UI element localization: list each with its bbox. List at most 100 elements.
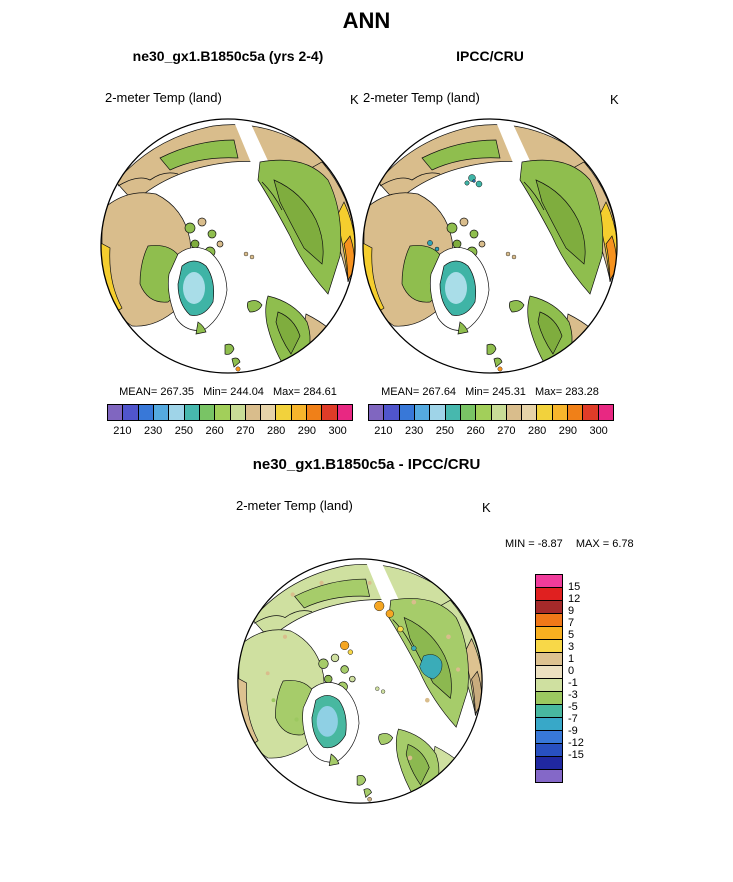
colorbar-cell — [536, 627, 562, 640]
colorbar-tick: 270 — [497, 425, 516, 437]
colorbar-cell — [536, 744, 562, 757]
colorbar-label: -3 — [568, 689, 578, 701]
min-value: 244.04 — [230, 386, 264, 398]
colorbar-cell — [568, 405, 584, 420]
obs-units-label: K — [610, 92, 619, 107]
colorbar-label: -5 — [568, 701, 578, 713]
colorbar-cell — [215, 405, 231, 420]
colorbar-cell — [536, 679, 562, 692]
mean-value: 267.64 — [422, 386, 457, 398]
colorbar-tick: 270 — [236, 425, 255, 437]
mean-label: MEAN= — [119, 386, 158, 398]
colorbar-cell — [506, 405, 523, 420]
colorbar-cell — [169, 405, 185, 420]
diff-panel-title: ne30_gx1.B1850c5a - IPCC/CRU — [252, 456, 481, 473]
colorbar-cell — [414, 405, 431, 420]
colorbar-cell — [199, 405, 216, 420]
colorbar-cell — [536, 731, 562, 744]
colorbar-cell — [123, 405, 139, 420]
colorbar-label: -7 — [568, 713, 578, 725]
colorbar-label: -9 — [568, 725, 578, 737]
colorbar-label: -12 — [568, 737, 584, 749]
max-value: 283.28 — [565, 386, 599, 398]
colorbar-tick: 230 — [404, 425, 424, 437]
colorbar-cell — [536, 666, 562, 679]
colorbar-strip — [535, 574, 563, 783]
diff-max-label: MAX = — [575, 538, 610, 550]
colorbar-cell — [598, 405, 613, 420]
colorbar-cell — [476, 405, 492, 420]
colorbar-cell — [522, 405, 538, 420]
colorbar-label: -15 — [568, 749, 584, 761]
diff-max-value: 6.78 — [612, 538, 634, 550]
colorbar-cell — [445, 405, 461, 420]
colorbar-cell — [384, 405, 400, 420]
diff-colorbar: 15 12 9 7 5 3 1 0 -1 -3 -5 -7 -9 -12 -15 — [535, 574, 615, 783]
max-label: Max= — [272, 386, 301, 398]
colorbar-cell — [108, 405, 124, 420]
colorbar-ticks: 210 230 250 260 270 280 290 300 — [107, 425, 353, 438]
colorbar-cell — [230, 405, 246, 420]
colorbar-tick: 300 — [589, 425, 608, 437]
colorbar-cell — [369, 405, 385, 420]
colorbar-label: 12 — [568, 593, 581, 605]
colorbar-cell — [536, 692, 562, 705]
colorbar-ticks: 210 230 250 260 270 280 290 300 — [368, 425, 614, 438]
colorbar-cell — [552, 405, 569, 420]
colorbar-tick: 290 — [558, 425, 578, 437]
colorbar-cell — [536, 718, 562, 731]
diff-min-label: MIN = — [505, 538, 535, 550]
model-stats: MEAN= 267.35 Min= 244.04 Max= 284.61 — [68, 386, 388, 398]
colorbar-cell — [291, 405, 308, 420]
colorbar-label: 9 — [568, 605, 575, 617]
colorbar-tick: 260 — [466, 425, 485, 437]
colorbar-tick: 260 — [205, 425, 224, 437]
colorbar-tick: 290 — [297, 425, 317, 437]
diff-minmax: MIN = -8.87 MAX = 6.78 — [505, 538, 634, 550]
diff-min-value: -8.87 — [537, 538, 563, 550]
colorbar-tick: 230 — [143, 425, 163, 437]
colorbar-cell — [536, 770, 562, 782]
colorbar-label: -1 — [568, 677, 578, 689]
colorbar-cell — [536, 653, 562, 666]
obs-variable-label: 2-meter Temp (land) — [363, 90, 480, 105]
colorbar-cell — [399, 405, 415, 420]
colorbar-cell — [322, 405, 338, 420]
colorbar-cell — [184, 405, 200, 420]
colorbar-label: 1 — [568, 653, 575, 665]
colorbar-cell — [536, 705, 562, 718]
colorbar-cell — [536, 614, 562, 627]
model-panel-title: ne30_gx1.B1850c5a (yrs 2-4) — [132, 48, 324, 64]
colorbar-tick: 250 — [174, 425, 194, 437]
colorbar-cell — [276, 405, 292, 420]
colorbar-cell — [536, 640, 562, 653]
diff-polar-map — [237, 558, 483, 804]
colorbar-cell — [337, 405, 352, 420]
max-label: Max= — [534, 386, 563, 398]
obs-stats: MEAN= 267.64 Min= 245.31 Max= 283.28 — [330, 386, 650, 398]
colorbar-cell — [261, 405, 277, 420]
colorbar-tick: 300 — [328, 425, 347, 437]
colorbar-cell — [537, 405, 553, 420]
colorbar-cell — [536, 575, 562, 588]
colorbar-tick: 250 — [435, 425, 455, 437]
colorbar-cell — [307, 405, 323, 420]
colorbar-cell — [583, 405, 599, 420]
colorbar-cell — [536, 588, 562, 601]
colorbar-strip — [368, 404, 614, 421]
colorbar-tick: 280 — [527, 425, 547, 437]
min-label: Min= — [203, 386, 228, 398]
colorbar-label: 15 — [568, 581, 581, 593]
colorbar-cell — [245, 405, 262, 420]
model-colorbar: 210 230 250 260 270 280 290 300 — [107, 404, 353, 438]
model-polar-map — [100, 118, 356, 374]
colorbar-cell — [153, 405, 170, 420]
colorbar-cell — [460, 405, 477, 420]
colorbar-cell — [536, 757, 562, 770]
colorbar-tick: 210 — [374, 425, 393, 437]
colorbar-label: 5 — [568, 629, 575, 641]
diff-units-label: K — [482, 500, 491, 515]
colorbar-label: 0 — [568, 665, 575, 677]
colorbar-tick: 210 — [113, 425, 132, 437]
